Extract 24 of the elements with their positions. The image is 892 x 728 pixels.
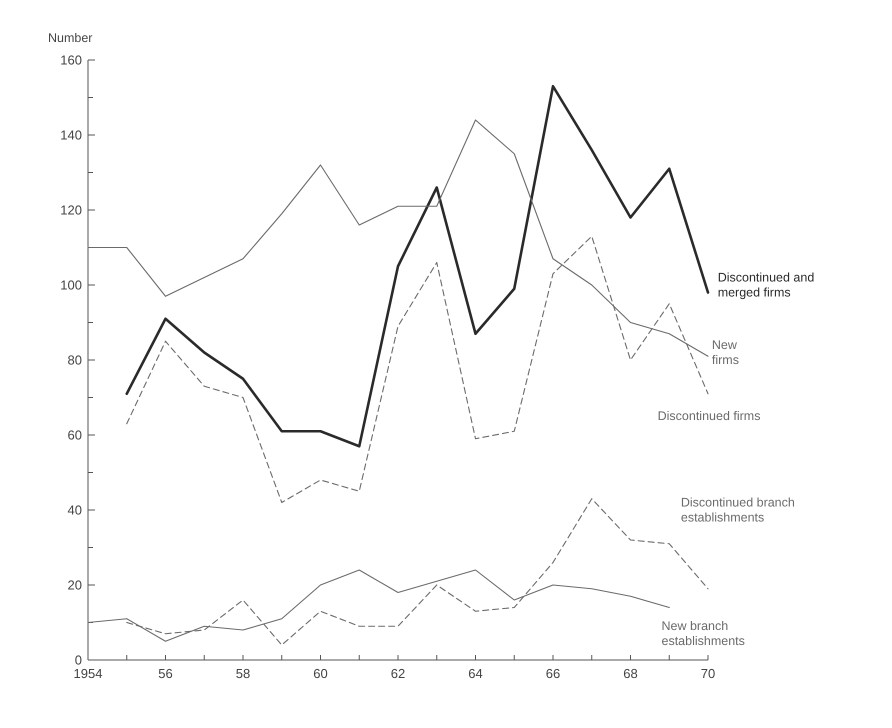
y-axis-title: Number bbox=[48, 31, 92, 45]
series-label: New firms bbox=[712, 338, 739, 367]
series-label: Discontinued firms bbox=[658, 409, 760, 423]
y-tick-label: 100 bbox=[60, 278, 82, 293]
x-tick-label: 1954 bbox=[74, 666, 102, 681]
y-tick-label: 20 bbox=[68, 578, 82, 593]
series-label: Discontinued branch establishments bbox=[680, 495, 795, 524]
x-tick-label: 68 bbox=[623, 666, 638, 681]
y-tick-label: 160 bbox=[60, 52, 82, 68]
x-tick-label: 56 bbox=[158, 666, 173, 681]
y-tick-label: 40 bbox=[68, 502, 82, 518]
x-tick-label: 62 bbox=[390, 666, 406, 681]
y-tick-label: 120 bbox=[60, 202, 82, 218]
x-tick-label: 70 bbox=[700, 666, 716, 681]
x-tick-label: 60 bbox=[313, 666, 328, 681]
series-label: New branch establishments bbox=[662, 619, 745, 648]
series-label: Discontinued and merged firms bbox=[718, 270, 814, 300]
x-tick-label: 58 bbox=[236, 666, 250, 681]
y-tick-label: 80 bbox=[68, 352, 82, 368]
x-tick-label: 64 bbox=[468, 666, 483, 681]
y-tick-label: 60 bbox=[68, 428, 82, 443]
x-tick-label: 66 bbox=[546, 666, 560, 681]
y-tick-label: 0 bbox=[74, 652, 82, 668]
y-tick-label: 140 bbox=[60, 128, 82, 143]
